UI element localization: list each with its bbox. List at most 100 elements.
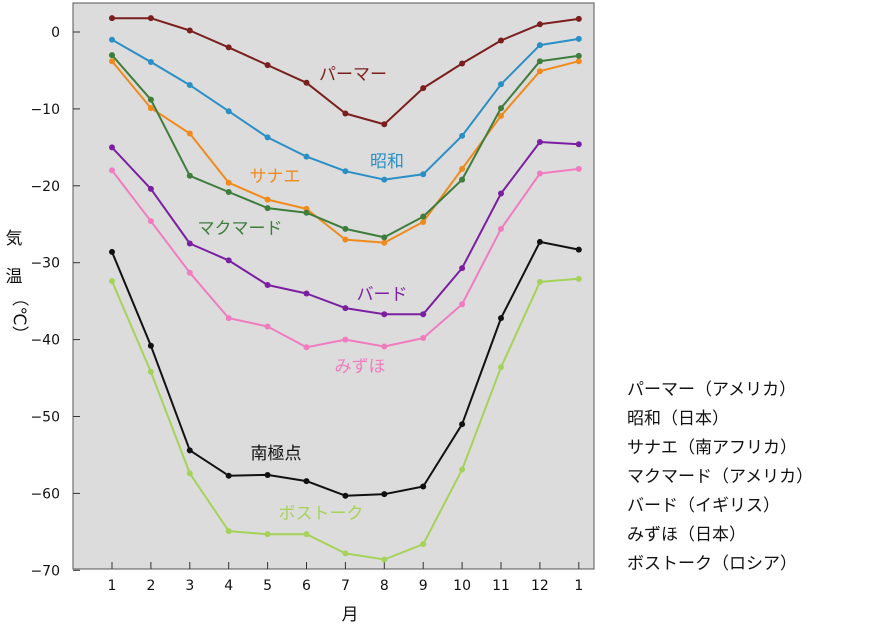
data-point bbox=[342, 110, 349, 117]
data-point bbox=[109, 144, 115, 151]
data-point bbox=[575, 275, 582, 282]
series-1 bbox=[109, 35, 582, 183]
data-point bbox=[498, 112, 504, 119]
legend-item: マクマード（アメリカ） bbox=[627, 467, 814, 487]
data-point bbox=[575, 246, 582, 253]
legend-item: みずほ（日本） bbox=[627, 525, 746, 545]
data-point bbox=[420, 85, 427, 92]
data-point bbox=[264, 323, 271, 330]
series-label: ボストーク bbox=[279, 504, 364, 524]
data-point bbox=[147, 218, 154, 225]
data-point bbox=[536, 58, 543, 65]
data-point bbox=[381, 176, 388, 183]
series-3 bbox=[109, 52, 582, 241]
data-point bbox=[225, 528, 232, 535]
data-point bbox=[342, 305, 349, 312]
data-point bbox=[459, 132, 466, 139]
data-point bbox=[420, 213, 427, 220]
series-7 bbox=[109, 275, 582, 563]
data-point bbox=[381, 556, 388, 563]
data-point bbox=[420, 311, 427, 318]
data-point bbox=[342, 492, 349, 499]
data-point bbox=[498, 190, 504, 197]
legend-item: ボストーク（ロシア） bbox=[627, 554, 797, 574]
data-point bbox=[303, 478, 310, 485]
legend-item: バード（イギリス） bbox=[627, 496, 780, 516]
data-point bbox=[420, 541, 427, 548]
data-point bbox=[186, 269, 193, 276]
x-tick-label: 4 bbox=[224, 578, 233, 594]
data-point bbox=[498, 364, 504, 371]
data-point bbox=[147, 58, 154, 65]
data-point bbox=[147, 96, 154, 103]
data-point bbox=[264, 531, 271, 538]
legend: パーマー（アメリカ） 昭和（日本） サナエ（南アフリカ） マクマード（アメリカ）… bbox=[627, 376, 813, 579]
x-tick-label: 1 bbox=[108, 578, 117, 594]
x-tick-label: 7 bbox=[341, 578, 350, 594]
data-point bbox=[109, 248, 115, 255]
data-point bbox=[225, 179, 232, 186]
data-point bbox=[459, 60, 466, 67]
data-point bbox=[147, 342, 154, 349]
x-axis: 1 2 3 4 5 6 7 8 9 10 11 12 1 bbox=[108, 562, 583, 594]
data-point bbox=[381, 311, 388, 318]
y-axis-title-line-2: 温 bbox=[6, 267, 23, 287]
data-point bbox=[420, 218, 427, 225]
data-point bbox=[420, 483, 427, 490]
y-tick-label: −20 bbox=[30, 179, 60, 195]
data-point bbox=[575, 165, 582, 172]
data-point bbox=[186, 470, 193, 477]
y-tick-label: −60 bbox=[30, 486, 60, 502]
data-point bbox=[147, 15, 154, 22]
data-point bbox=[264, 134, 271, 141]
series-label: サナエ bbox=[250, 167, 301, 187]
data-point bbox=[303, 344, 310, 351]
data-point bbox=[381, 234, 388, 241]
data-point bbox=[225, 315, 232, 322]
data-point bbox=[342, 168, 349, 175]
data-point bbox=[225, 108, 232, 115]
data-point bbox=[109, 58, 115, 65]
data-point bbox=[459, 301, 466, 308]
x-tick-label: 12 bbox=[531, 578, 549, 594]
data-point bbox=[342, 236, 349, 243]
y-axis-title-line-1: 気 bbox=[6, 229, 23, 249]
y-axis-title: 気 温 （℃） bbox=[6, 229, 30, 343]
y-axis: 0 −10 −20 −30 −40 −50 −60 −70 bbox=[30, 25, 80, 579]
data-point bbox=[420, 335, 427, 342]
data-point bbox=[225, 44, 232, 51]
y-tick-label: −50 bbox=[30, 410, 60, 426]
data-point bbox=[342, 550, 349, 557]
data-point bbox=[575, 52, 582, 59]
data-point bbox=[536, 68, 543, 75]
data-point bbox=[186, 447, 193, 454]
x-tick-label: 2 bbox=[146, 578, 155, 594]
data-point bbox=[186, 172, 193, 179]
series-4 bbox=[109, 138, 582, 318]
data-point bbox=[303, 79, 310, 86]
y-tick-label: −30 bbox=[30, 256, 60, 272]
data-point bbox=[147, 185, 154, 192]
data-point bbox=[264, 205, 271, 212]
data-point bbox=[498, 225, 504, 232]
data-point bbox=[186, 82, 193, 89]
series-0 bbox=[109, 15, 582, 128]
series-label: マクマード bbox=[198, 219, 283, 239]
y-axis-title-line-3: （℃） bbox=[9, 289, 29, 342]
data-point bbox=[536, 42, 543, 49]
data-point bbox=[498, 105, 504, 112]
data-point bbox=[459, 466, 466, 473]
plot-area bbox=[72, 2, 595, 570]
x-tick-label: 5 bbox=[263, 578, 272, 594]
data-point bbox=[225, 472, 232, 479]
data-point bbox=[536, 21, 543, 28]
data-point bbox=[303, 153, 310, 160]
x-tick-label: 11 bbox=[492, 578, 510, 594]
y-tick-label: −10 bbox=[30, 102, 60, 118]
data-point bbox=[342, 336, 349, 343]
x-tick-label: 6 bbox=[302, 578, 311, 594]
data-point bbox=[303, 290, 310, 297]
legend-item: パーマー（アメリカ） bbox=[627, 380, 797, 400]
data-point bbox=[459, 165, 466, 172]
